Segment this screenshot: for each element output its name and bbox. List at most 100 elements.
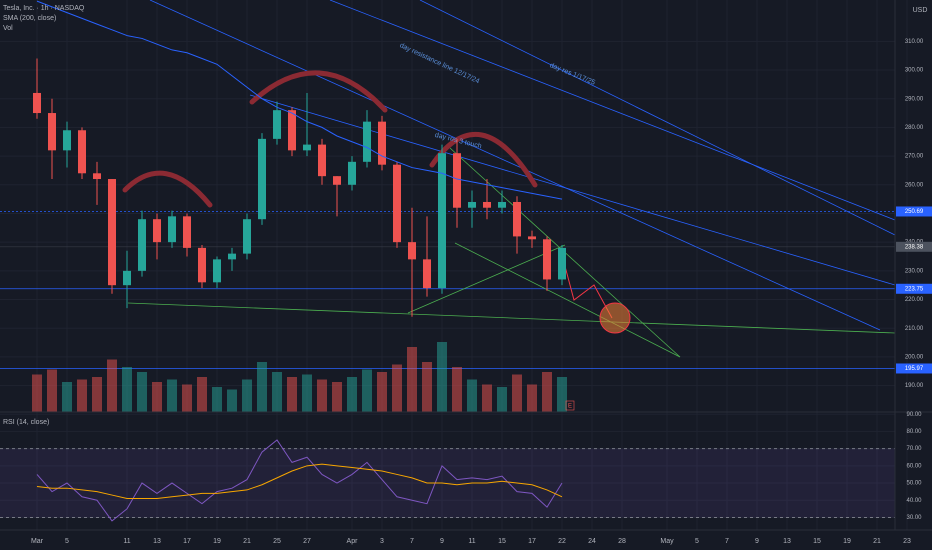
volume-bar <box>302 374 312 412</box>
x-tick-label: May <box>660 538 674 545</box>
volume-bar <box>407 347 417 412</box>
volume-bar <box>527 384 537 412</box>
candle-body <box>108 179 116 286</box>
y-tick-label: 200.00 <box>905 354 924 360</box>
volume-bar <box>197 377 207 412</box>
sma-legend: SMA (200, close) <box>3 15 56 22</box>
x-tick-label: 7 <box>725 538 729 545</box>
candle-body <box>63 130 71 151</box>
x-tick-label: Apr <box>347 538 359 545</box>
x-tick-label: 9 <box>755 538 759 545</box>
candle-body <box>528 236 536 240</box>
candle-body <box>318 144 326 177</box>
candle-body <box>168 216 176 243</box>
x-tick-label: 24 <box>588 538 596 545</box>
y-tick-label: 310.00 <box>905 39 924 45</box>
volume-bar <box>452 367 462 412</box>
grid <box>0 0 908 530</box>
candle-body <box>93 173 101 180</box>
candle-body <box>288 110 296 151</box>
volume-bar <box>437 342 447 412</box>
price-tag-label: 195.97 <box>905 366 924 372</box>
pattern-arc <box>249 70 388 113</box>
candle-body <box>453 153 461 208</box>
rsi-legend: RSI (14, close) <box>3 419 49 426</box>
y-tick-label: 60.00 <box>906 463 922 469</box>
candle-body <box>78 130 86 174</box>
volume-bar <box>107 359 117 412</box>
rsi-band <box>0 448 895 518</box>
volume-icon-box <box>565 400 575 411</box>
x-tick-label: 11 <box>468 538 475 545</box>
price-tag-label: 223.75 <box>905 286 924 292</box>
x-tick-label: 21 <box>243 538 251 545</box>
x-tick-label: 21 <box>873 538 881 545</box>
price-tag <box>896 283 932 294</box>
pattern-arc <box>429 131 538 188</box>
projection-arrow <box>561 254 613 319</box>
candle-body <box>138 219 146 271</box>
price-tag <box>896 241 932 252</box>
y-tick-label: 270.00 <box>905 154 924 160</box>
volume-bar <box>377 372 387 412</box>
volume-bar <box>227 389 237 412</box>
candle-body <box>198 247 206 283</box>
candle-body <box>438 153 446 289</box>
candle-body <box>228 253 236 260</box>
y-tick-label: 220.00 <box>905 297 924 303</box>
x-tick-label: Mar <box>31 538 44 545</box>
price-tag-label: 250.69 <box>905 209 924 215</box>
symbol-title: Tesla, Inc. · 1h · NASDAQ <box>3 5 85 12</box>
y-tick-label: 300.00 <box>905 68 924 74</box>
candle-body <box>303 144 311 151</box>
x-tick-label: 15 <box>498 538 506 545</box>
vol-legend: Vol <box>3 25 13 32</box>
volume-icon[interactable]: E <box>568 404 572 410</box>
x-tick-label: 11 <box>123 538 130 545</box>
candle-body <box>213 259 221 283</box>
candle-body <box>333 176 341 185</box>
y-tick-label: 190.00 <box>905 383 924 389</box>
price-tag <box>896 363 932 374</box>
volume-bar <box>542 372 552 412</box>
volume-bar <box>392 364 402 412</box>
volume-bar <box>242 379 252 412</box>
candle-body <box>513 201 521 237</box>
candle-body <box>348 161 356 185</box>
candle-body <box>363 121 371 162</box>
y-tick-label: 40.00 <box>906 498 922 504</box>
candle-body <box>543 239 551 280</box>
volume-bar <box>212 387 222 412</box>
volume-bar <box>92 377 102 412</box>
x-tick-label: 17 <box>528 538 536 545</box>
y-tick-label: 70.00 <box>906 446 922 452</box>
x-tick-label: 13 <box>783 538 791 545</box>
x-tick-label: 7 <box>410 538 414 545</box>
volume-bar <box>182 384 192 412</box>
candle-body <box>498 201 506 208</box>
y-tick-label: 280.00 <box>905 125 924 131</box>
x-tick-label: 19 <box>843 538 851 545</box>
volume-bar <box>482 384 492 412</box>
volume-bar <box>557 377 567 412</box>
volume-bar <box>332 382 342 412</box>
candle-body <box>183 216 191 248</box>
target-circle <box>599 302 631 334</box>
volume-bar <box>362 369 372 412</box>
candle-body <box>153 219 161 243</box>
support-line <box>127 302 896 334</box>
candle-body <box>273 110 281 139</box>
volume-bar <box>122 367 132 412</box>
price-tag-label: 238.38 <box>905 244 924 250</box>
volume-bar <box>272 372 282 412</box>
y-tick-label: 290.00 <box>905 96 924 102</box>
volume-bar <box>167 379 177 412</box>
trend-line <box>149 0 881 331</box>
volume-bar <box>422 362 432 412</box>
volume-bar <box>47 369 57 412</box>
wedge-line <box>407 244 566 314</box>
candle-body <box>468 201 476 208</box>
volume-bar <box>152 382 162 412</box>
volume-bar <box>257 362 267 412</box>
